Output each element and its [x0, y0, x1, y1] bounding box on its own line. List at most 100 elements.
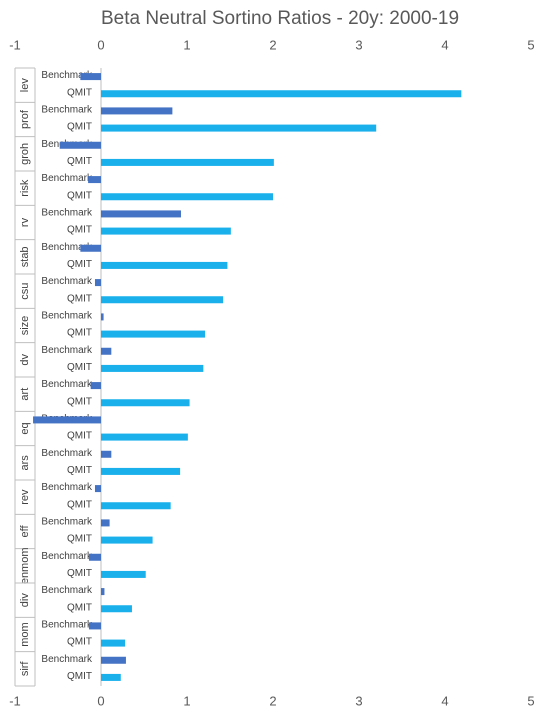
bar — [80, 73, 101, 81]
category-label: art — [19, 388, 31, 401]
x-tick-label: 0 — [97, 693, 104, 708]
x-tick-label: 0 — [97, 37, 104, 52]
series-label: Benchmark — [41, 242, 93, 253]
bar — [101, 158, 274, 166]
series-label: Benchmark — [41, 551, 93, 562]
bar — [101, 296, 224, 304]
bar — [101, 193, 273, 201]
series-label: Benchmark — [41, 620, 93, 631]
bar — [101, 519, 110, 527]
category-label: eff — [19, 525, 31, 538]
series-label: Benchmark — [41, 517, 93, 528]
category-label: rev — [19, 489, 31, 505]
series-label: QMIT — [67, 602, 92, 613]
bar — [101, 656, 126, 664]
series-label: QMIT — [67, 431, 92, 442]
bar — [101, 605, 132, 613]
bar — [94, 279, 101, 287]
bar — [101, 570, 146, 578]
chart-title: Beta Neutral Sortino Ratios - 20y: 2000-… — [101, 8, 459, 29]
category-label: stab — [19, 246, 31, 267]
series-label: Benchmark — [41, 448, 93, 459]
series-label: Benchmark — [41, 654, 93, 665]
bar — [101, 450, 112, 458]
bar — [101, 90, 462, 98]
series-label: Benchmark — [41, 173, 93, 184]
bar — [59, 141, 101, 149]
bar — [101, 364, 204, 372]
category-label: groh — [19, 143, 31, 165]
bar — [80, 244, 101, 252]
category-label: dv — [19, 354, 31, 366]
bar — [101, 313, 104, 321]
category-label: ars — [19, 455, 31, 471]
series-label: QMIT — [67, 568, 92, 579]
series-label: Benchmark — [41, 585, 93, 596]
series-label: QMIT — [67, 499, 92, 510]
bar — [101, 347, 112, 355]
series-label: QMIT — [67, 671, 92, 682]
x-tick-label: 3 — [355, 37, 362, 52]
bar — [101, 433, 188, 441]
series-label: QMIT — [67, 465, 92, 476]
series-label: Benchmark — [41, 482, 93, 493]
bar — [101, 536, 153, 544]
category-label: enmom — [19, 547, 31, 584]
series-label: QMIT — [67, 293, 92, 304]
x-tick-label: 2 — [269, 693, 276, 708]
series-label: QMIT — [67, 534, 92, 545]
bar — [101, 261, 228, 269]
series-label: QMIT — [67, 362, 92, 373]
bar — [101, 673, 121, 681]
series-label: QMIT — [67, 259, 92, 270]
bar — [88, 553, 101, 561]
category-label: risk — [19, 179, 31, 197]
series-label: Benchmark — [41, 208, 93, 219]
series-label: Benchmark — [41, 105, 93, 116]
x-tick-label: 5 — [527, 37, 534, 52]
series-label: QMIT — [67, 87, 92, 98]
bar — [101, 330, 206, 338]
series-label: QMIT — [67, 122, 92, 133]
category-label: size — [19, 316, 31, 336]
series-label: Benchmark — [41, 345, 93, 356]
bar — [101, 588, 105, 596]
x-tick-label: -1 — [9, 693, 21, 708]
x-tick-label: 2 — [269, 37, 276, 52]
series-label: Benchmark — [41, 70, 93, 81]
bar — [101, 467, 181, 475]
series-label: QMIT — [67, 190, 92, 201]
series-label: Benchmark — [41, 379, 93, 390]
x-tick-label: 1 — [183, 37, 190, 52]
category-label: lev — [19, 78, 31, 93]
series-label: Benchmark — [41, 311, 93, 322]
x-tick-label: 1 — [183, 693, 190, 708]
bar — [101, 107, 173, 115]
category-label: eq — [19, 422, 31, 434]
bar — [101, 124, 377, 132]
category-label: prof — [19, 109, 31, 129]
x-tick-label: 4 — [441, 37, 448, 52]
series-label: Benchmark — [41, 276, 93, 287]
bar — [33, 416, 102, 424]
bar — [101, 502, 171, 510]
series-label: QMIT — [67, 328, 92, 339]
category-label: sirf — [19, 661, 31, 677]
series-label: QMIT — [67, 637, 92, 648]
bar — [101, 639, 126, 647]
bar — [101, 399, 190, 407]
series-label: QMIT — [67, 225, 92, 236]
bar — [101, 227, 231, 235]
bar — [90, 382, 101, 390]
x-tick-label: 3 — [355, 693, 362, 708]
category-label: mom — [19, 622, 31, 646]
x-tick-label: 5 — [527, 693, 534, 708]
category-label: rv — [19, 217, 31, 227]
category-label: div — [19, 593, 31, 608]
series-label: QMIT — [67, 396, 92, 407]
x-tick-label: 4 — [441, 693, 448, 708]
series-label: QMIT — [67, 156, 92, 167]
bar — [94, 485, 101, 493]
bar — [101, 210, 181, 218]
